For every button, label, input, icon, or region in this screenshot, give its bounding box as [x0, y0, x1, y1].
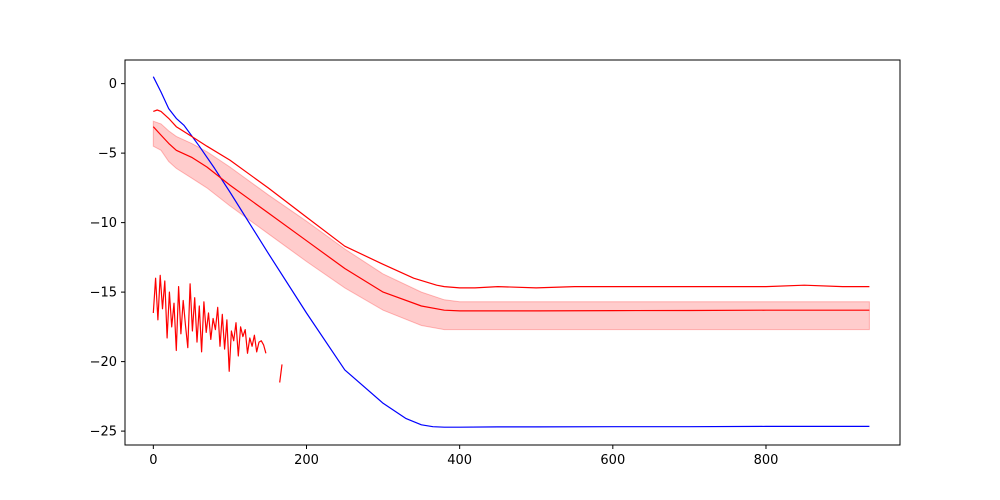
series-0-line	[152, 76, 870, 428]
y-tick-label: −5	[98, 147, 117, 162]
x-tick-label: 600	[600, 453, 625, 468]
y-tick-label: −25	[90, 425, 117, 440]
x-tick-label: 0	[149, 453, 157, 468]
y-tick-label: −20	[90, 355, 117, 370]
series-layer	[152, 76, 870, 428]
y-tick-label: 0	[109, 77, 117, 92]
y-tick-label: −10	[90, 216, 117, 231]
plot-frame	[124, 59, 901, 446]
y-axis: 0 −5 −10 −15 −20 −25	[90, 77, 125, 440]
y-tick-label: −15	[90, 286, 117, 301]
x-axis: 0 200 400 600 800	[149, 445, 778, 468]
x-tick-label: 800	[754, 453, 779, 468]
series-2-band	[152, 120, 870, 331]
confidence-band-layer	[152, 120, 870, 331]
series-1-line	[153, 109, 870, 289]
x-tick-label: 200	[294, 453, 319, 468]
series-2-line	[152, 126, 870, 312]
x-tick-label: 400	[447, 453, 472, 468]
